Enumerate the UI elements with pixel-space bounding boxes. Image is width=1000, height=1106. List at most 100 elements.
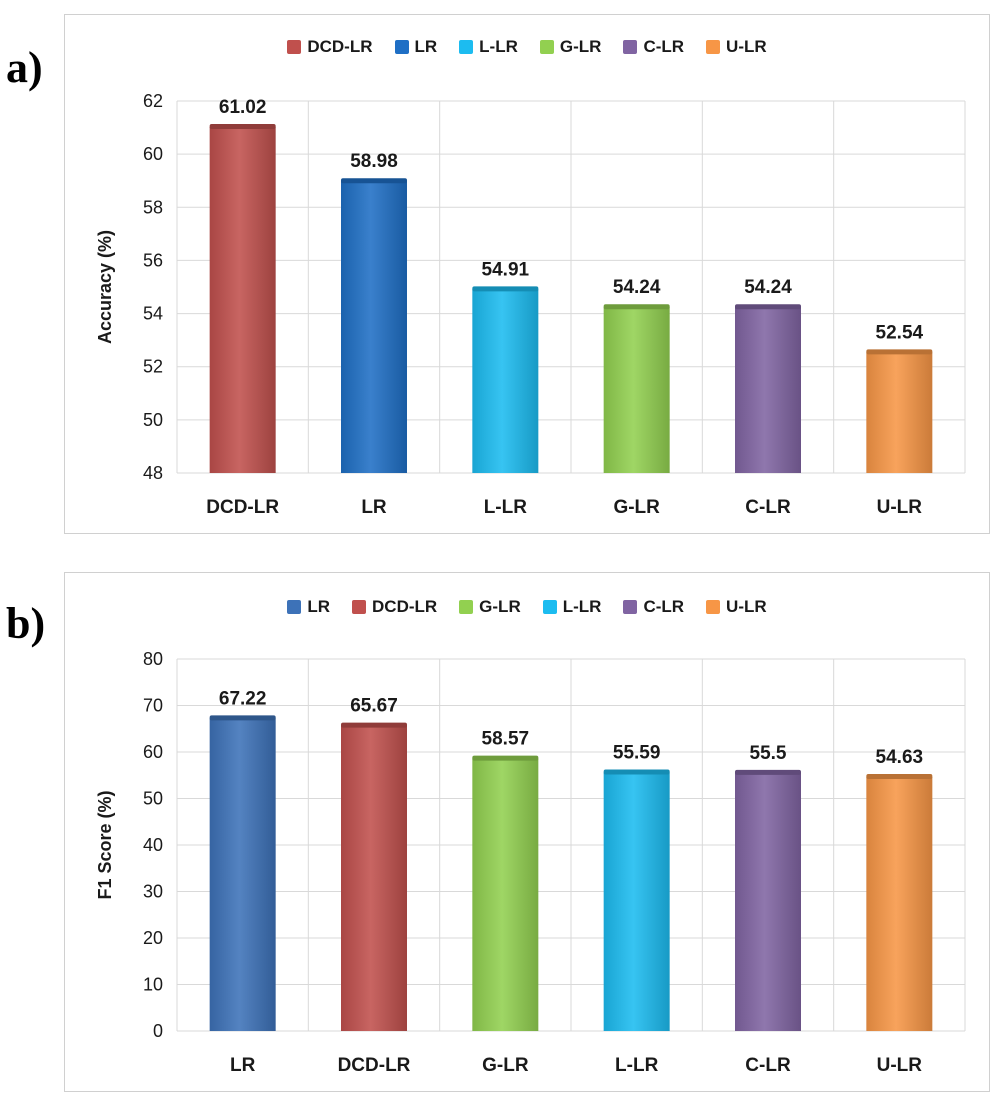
panel-a-label: a) (6, 43, 43, 92)
x-tick-label: U-LR (877, 1055, 923, 1076)
bar-lr (209, 718, 276, 1031)
bar-g-lr (603, 307, 670, 473)
data-label: 55.5 (750, 743, 787, 764)
bar-cap (209, 124, 276, 130)
bar-g-lr (472, 758, 539, 1031)
x-tick-label: L-LR (484, 497, 528, 518)
bar-cap (866, 349, 933, 355)
legend-swatch (542, 600, 557, 614)
y-tick-label: 30 (143, 882, 163, 902)
bar-cap (341, 722, 407, 728)
data-label: 54.63 (876, 747, 924, 768)
bar-u-lr (866, 352, 933, 473)
legend-item: C-LR (623, 37, 684, 57)
x-tick-label: LR (230, 1055, 256, 1076)
legend-swatch (706, 40, 721, 54)
legend-label: U-LR (726, 597, 767, 616)
bar-cap (209, 715, 276, 721)
legend-item: LR (394, 37, 438, 57)
bar-cap (341, 178, 407, 184)
data-label: 61.02 (219, 97, 267, 118)
legend-item: G-LR (539, 37, 602, 57)
bar-dcd-lr (209, 127, 276, 473)
legend-label: LR (307, 597, 331, 616)
x-tick-label: U-LR (877, 497, 923, 518)
legend-label: G-LR (559, 37, 602, 56)
panel-b-plot: 0 10 20 30 40 50 60 70 80 67.22 LR 65.67 DCD-LR 58.57… (95, 649, 966, 1076)
legend-swatch (623, 600, 638, 614)
bar-lr (341, 181, 407, 473)
data-label: 65.67 (350, 696, 398, 717)
y-tick-label: 70 (143, 696, 163, 716)
data-label: 54.91 (482, 259, 530, 280)
legend-swatch (459, 600, 474, 614)
bar-cap (735, 769, 801, 775)
bar-c-lr (735, 307, 801, 473)
bar-cap (603, 304, 670, 310)
legend-label: G-LR (479, 597, 521, 616)
x-tick-label: G-LR (613, 497, 660, 518)
y-tick-label: 80 (143, 649, 163, 669)
bar-u-lr (866, 776, 933, 1031)
x-tick-label: L-LR (615, 1055, 659, 1076)
y-tick-label: 50 (143, 410, 163, 430)
x-tick-label: LR (361, 497, 387, 518)
legend-label: U-LR (726, 37, 767, 56)
panel-b-chart: LR DCD-LR G-LR L-LR C-LR U-LR 0 10 20 30 40 50 60 70… (64, 572, 990, 1092)
panel-b-legend: LR DCD-LR G-LR L-LR C-LR U-LR (65, 597, 989, 617)
y-tick-label: 54 (143, 304, 163, 324)
legend-label: DCD-LR (307, 37, 373, 56)
bar-cap (472, 755, 539, 761)
y-tick-label: 60 (143, 742, 163, 762)
legend-label: C-LR (643, 37, 685, 56)
y-tick-label: 50 (143, 789, 163, 809)
data-label: 55.59 (613, 743, 661, 764)
bar-cap (472, 286, 539, 292)
legend-label: L-LR (479, 37, 518, 56)
legend-item: U-LR (706, 37, 767, 57)
y-tick-label: 48 (143, 463, 163, 483)
y-axis-title: F1 Score (%) (95, 790, 115, 899)
legend-label: C-LR (643, 597, 685, 616)
x-tick-label: G-LR (482, 1055, 529, 1076)
bar-cap (735, 304, 801, 310)
y-tick-label: 20 (143, 928, 163, 948)
legend-item: C-LR (623, 597, 684, 617)
legend-item: L-LR (459, 37, 518, 57)
legend-swatch (539, 40, 554, 54)
panel-a-legend: DCD-LR LR L-LR G-LR C-LR U-LR (65, 37, 989, 57)
y-tick-label: 62 (143, 91, 163, 111)
x-tick-label: DCD-LR (338, 1055, 411, 1076)
x-tick-label: DCD-LR (206, 497, 279, 518)
data-label: 58.57 (482, 729, 530, 750)
bar-cap (866, 773, 933, 779)
panel-b-label: b) (6, 599, 46, 648)
y-tick-label: 58 (143, 197, 163, 217)
data-label: 67.22 (219, 688, 267, 709)
legend-swatch (287, 40, 302, 54)
legend-swatch (287, 600, 302, 614)
y-tick-label: 56 (143, 250, 163, 270)
x-tick-label: C-LR (745, 1055, 791, 1076)
legend-swatch (352, 600, 367, 614)
legend-item: DCD-LR (287, 37, 373, 57)
data-label: 58.98 (350, 151, 398, 172)
legend-item: U-LR (706, 597, 767, 617)
bar-l-lr (472, 289, 539, 473)
legend-swatch (623, 40, 638, 54)
legend-item: DCD-LR (352, 597, 437, 617)
legend-label: LR (414, 37, 438, 56)
y-axis-title: Accuracy (%) (95, 230, 115, 344)
bar-dcd-lr (341, 725, 407, 1031)
x-tick-label: C-LR (745, 497, 791, 518)
data-label: 52.54 (876, 322, 924, 343)
legend-label: DCD-LR (372, 597, 438, 616)
y-tick-label: 60 (143, 144, 163, 164)
bar-cap (603, 769, 670, 775)
y-tick-label: 40 (143, 835, 163, 855)
panel-a-plot: 48 50 52 54 56 58 60 62 61.02 DCD-LR 58.98 LR 54.91 L… (95, 91, 966, 518)
panel-a-chart: DCD-LR LR L-LR G-LR C-LR U-LR 48 50 52 54 56 58 60 6… (64, 14, 990, 534)
legend-item: LR (287, 597, 330, 617)
legend-swatch (706, 600, 721, 614)
legend-swatch (394, 40, 409, 54)
